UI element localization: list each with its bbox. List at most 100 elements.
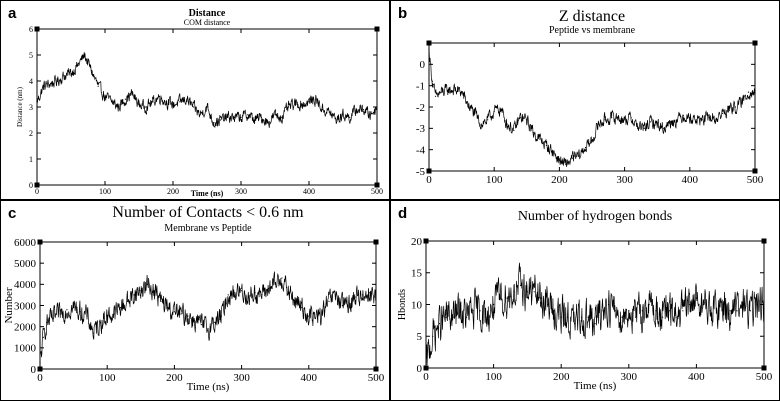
data-point: [167, 307, 169, 309]
data-point: [428, 48, 430, 51]
data-point: [715, 119, 717, 121]
data-point: [587, 316, 589, 318]
data-point: [234, 292, 236, 294]
y-tick-label: -5: [416, 166, 426, 178]
data-point: [493, 110, 495, 112]
data-point: [565, 164, 567, 166]
data-point: [459, 310, 461, 312]
data-point: [676, 119, 678, 121]
data-point: [152, 101, 154, 103]
panel-c: 0 100 200 300 400 500 0 1000 2000 3000 4000 5000 600…: [0, 200, 390, 401]
data-point: [375, 296, 377, 298]
data-point: [533, 291, 535, 293]
x-tick-label: 300: [233, 372, 250, 384]
data-point: [682, 310, 684, 312]
data-point: [66, 309, 68, 311]
x-tick-label: 0: [423, 371, 429, 383]
data-point: [669, 121, 671, 123]
data-point: [560, 316, 562, 318]
y-tick-label: 5: [29, 51, 33, 60]
data-point: [220, 315, 222, 317]
x-tick-label: 400: [682, 174, 699, 186]
data-point: [140, 290, 142, 292]
data-point: [79, 311, 81, 313]
data-point: [97, 85, 99, 87]
data-point: [597, 123, 600, 125]
data-point: [432, 335, 434, 337]
data-point: [362, 109, 364, 111]
data-point: [42, 336, 45, 338]
data-point: [668, 310, 670, 312]
data-point: [113, 313, 115, 315]
data-point: [93, 332, 95, 334]
y-tick-label: 0: [420, 59, 426, 71]
data-point: [206, 106, 208, 108]
data-point: [513, 129, 515, 132]
x-tick-label: 400: [688, 371, 705, 383]
data-point: [192, 106, 194, 108]
data-point: [126, 300, 128, 302]
data-point: [547, 303, 549, 306]
data-point: [749, 310, 752, 312]
data-point: [138, 103, 140, 105]
chart-subtitle: COM distance: [184, 18, 231, 27]
panel-d: 0 100 200 300 400 500 0 5 10 15 20 Number of hydrog…: [390, 200, 780, 401]
x-tick-label: 0: [426, 174, 432, 186]
panel-label-a: a: [8, 5, 17, 22]
data-point: [580, 316, 583, 318]
x-tick-label: 300: [235, 187, 247, 196]
data-point: [545, 144, 547, 146]
data-point: [52, 317, 55, 319]
data-point: [213, 122, 215, 124]
data-point: [227, 294, 229, 296]
y-tick-label: 20: [411, 236, 423, 248]
data-point: [73, 307, 75, 309]
data-point: [628, 310, 630, 312]
data-point: [466, 316, 468, 318]
data-point: [519, 117, 521, 119]
data-point: [36, 101, 38, 103]
data-point: [267, 288, 270, 290]
data-point: [454, 89, 456, 91]
data-point: [506, 123, 508, 125]
x-tick-label: 0: [37, 372, 43, 384]
data-point: [160, 300, 162, 302]
data-point: [601, 310, 603, 312]
chart-title: Number of Contacts < 0.6 nm: [112, 204, 304, 221]
data-point: [261, 294, 263, 296]
data-point: [145, 106, 147, 108]
data-point: [335, 119, 337, 121]
y-tick-label: 0: [31, 364, 37, 376]
data-point: [368, 292, 370, 294]
x-tick-label: 100: [485, 371, 502, 383]
data-point: [425, 367, 427, 369]
data-point: [186, 98, 188, 100]
data-point: [214, 321, 216, 323]
data-point: [233, 116, 235, 118]
data-point: [335, 294, 337, 296]
y-tick-label: 4: [29, 77, 33, 86]
x-tick-label: 300: [616, 174, 633, 186]
data-point: [281, 116, 283, 118]
data-point: [604, 119, 606, 121]
data-point: [716, 310, 718, 312]
data-point: [513, 291, 515, 293]
data-point: [274, 114, 276, 116]
x-tick-label: 100: [486, 174, 503, 186]
data-point: [46, 321, 48, 323]
data-point: [308, 315, 310, 317]
data-point: [220, 119, 222, 121]
data-point: [617, 117, 619, 119]
data-point: [741, 102, 743, 104]
chart-b-svg: 0 100 200 300 400 500 -5 -4 -3 -2 -1 0 Z distancePep…: [416, 8, 764, 186]
data-point: [736, 310, 738, 312]
data-point: [635, 316, 637, 318]
data-point: [86, 315, 88, 317]
data-point: [689, 303, 691, 306]
x-tick-label: 200: [551, 174, 568, 186]
data-point: [591, 140, 593, 142]
y-tick-label: 1: [29, 155, 33, 164]
x-axis-label: Time (ns): [191, 189, 224, 198]
x-tick-label: 100: [99, 187, 111, 196]
data-point: [743, 303, 745, 306]
